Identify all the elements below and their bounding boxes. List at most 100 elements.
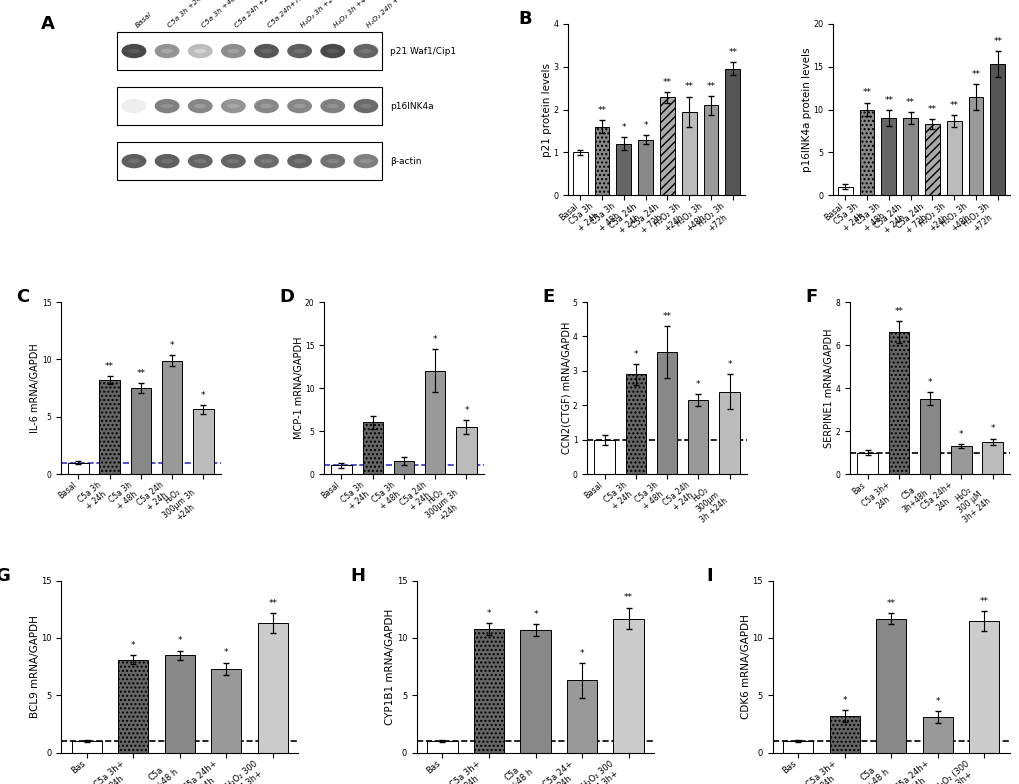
Text: B: B bbox=[518, 9, 532, 27]
Ellipse shape bbox=[320, 44, 344, 58]
Text: H₂O₂ 3h +24h: H₂O₂ 3h +24h bbox=[300, 0, 341, 29]
Text: C5a 3h +48h: C5a 3h +48h bbox=[200, 0, 239, 29]
Text: *: * bbox=[927, 378, 931, 387]
Text: *: * bbox=[464, 406, 469, 415]
Bar bbox=[117, 142, 382, 180]
Ellipse shape bbox=[287, 154, 312, 169]
Bar bbox=[659, 97, 675, 195]
Ellipse shape bbox=[326, 104, 338, 108]
Ellipse shape bbox=[227, 159, 239, 163]
Ellipse shape bbox=[260, 159, 272, 163]
Y-axis label: BCL9 mRNA/GAPDH: BCL9 mRNA/GAPDH bbox=[30, 615, 40, 718]
Bar bbox=[725, 69, 740, 195]
Text: *: * bbox=[432, 336, 437, 344]
Text: β-actin: β-actin bbox=[390, 157, 422, 165]
Bar bbox=[875, 619, 906, 753]
Bar bbox=[924, 124, 938, 195]
Ellipse shape bbox=[155, 154, 179, 169]
Text: *: * bbox=[695, 379, 700, 389]
Text: *: * bbox=[621, 123, 626, 132]
Text: C5a 24h +24h: C5a 24h +24h bbox=[233, 0, 276, 29]
Text: **: ** bbox=[662, 78, 672, 87]
Bar bbox=[117, 87, 382, 125]
Bar bbox=[193, 409, 213, 474]
Text: **: ** bbox=[862, 89, 870, 97]
Text: *: * bbox=[579, 649, 584, 658]
Bar bbox=[117, 32, 382, 70]
Bar bbox=[162, 361, 182, 474]
Ellipse shape bbox=[194, 159, 206, 163]
Text: H₂O₂ 3h +48h: H₂O₂ 3h +48h bbox=[332, 0, 374, 29]
Text: *: * bbox=[958, 430, 963, 439]
Ellipse shape bbox=[155, 44, 179, 58]
Ellipse shape bbox=[287, 99, 312, 113]
Bar bbox=[859, 110, 873, 195]
Ellipse shape bbox=[221, 44, 246, 58]
Bar bbox=[100, 380, 119, 474]
Text: **: ** bbox=[684, 82, 693, 92]
Bar bbox=[68, 463, 89, 474]
Y-axis label: CCN2(CTGF) mRNA/GAPDH: CCN2(CTGF) mRNA/GAPDH bbox=[560, 322, 571, 454]
Bar bbox=[474, 629, 503, 753]
Ellipse shape bbox=[127, 49, 140, 53]
Bar bbox=[718, 391, 739, 474]
Text: **: ** bbox=[268, 599, 277, 608]
Ellipse shape bbox=[121, 99, 147, 113]
Text: **: ** bbox=[883, 96, 893, 105]
Y-axis label: CDK6 mRNA/GAPDH: CDK6 mRNA/GAPDH bbox=[741, 614, 750, 719]
Bar bbox=[258, 623, 287, 753]
Text: *: * bbox=[643, 122, 647, 130]
Bar bbox=[880, 118, 896, 195]
Text: *: * bbox=[201, 390, 206, 400]
Bar bbox=[331, 466, 352, 474]
Bar bbox=[427, 741, 458, 753]
Text: *: * bbox=[170, 341, 174, 350]
Text: E: E bbox=[542, 289, 554, 307]
Bar bbox=[919, 399, 940, 474]
Text: *: * bbox=[842, 696, 846, 705]
Ellipse shape bbox=[354, 44, 378, 58]
Ellipse shape bbox=[354, 154, 378, 169]
Bar bbox=[981, 442, 1002, 474]
Text: D: D bbox=[279, 289, 294, 307]
Bar bbox=[612, 619, 643, 753]
Ellipse shape bbox=[254, 154, 278, 169]
Text: G: G bbox=[0, 567, 9, 585]
Text: p16INK4a: p16INK4a bbox=[390, 102, 434, 111]
Ellipse shape bbox=[326, 49, 338, 53]
Ellipse shape bbox=[293, 104, 306, 108]
Ellipse shape bbox=[161, 49, 173, 53]
Bar bbox=[902, 118, 917, 195]
Ellipse shape bbox=[127, 159, 140, 163]
Bar bbox=[572, 153, 587, 195]
Text: **: ** bbox=[905, 98, 914, 107]
Bar bbox=[425, 371, 445, 474]
Bar bbox=[130, 388, 151, 474]
Text: H: H bbox=[351, 567, 365, 585]
Ellipse shape bbox=[293, 49, 306, 53]
Text: **: ** bbox=[927, 105, 936, 114]
Text: **: ** bbox=[137, 369, 146, 379]
Ellipse shape bbox=[194, 49, 206, 53]
Bar bbox=[703, 105, 717, 195]
Text: **: ** bbox=[706, 82, 714, 91]
Ellipse shape bbox=[320, 99, 344, 113]
Ellipse shape bbox=[194, 104, 206, 108]
Bar bbox=[888, 332, 908, 474]
Ellipse shape bbox=[121, 44, 147, 58]
Text: *: * bbox=[130, 641, 136, 650]
Bar bbox=[594, 127, 608, 195]
Bar bbox=[638, 140, 652, 195]
Ellipse shape bbox=[260, 49, 272, 53]
Text: H₂O₂ 24h +72h: H₂O₂ 24h +72h bbox=[366, 0, 411, 29]
Ellipse shape bbox=[121, 154, 147, 169]
Bar bbox=[211, 669, 242, 753]
Text: Basal: Basal bbox=[133, 11, 153, 29]
Bar bbox=[783, 741, 812, 753]
Ellipse shape bbox=[254, 99, 278, 113]
Text: **: ** bbox=[728, 48, 737, 57]
Text: *: * bbox=[177, 637, 181, 645]
Ellipse shape bbox=[227, 104, 239, 108]
Bar bbox=[164, 655, 195, 753]
Y-axis label: MCP-1 mRNA/GAPDH: MCP-1 mRNA/GAPDH bbox=[293, 337, 304, 439]
